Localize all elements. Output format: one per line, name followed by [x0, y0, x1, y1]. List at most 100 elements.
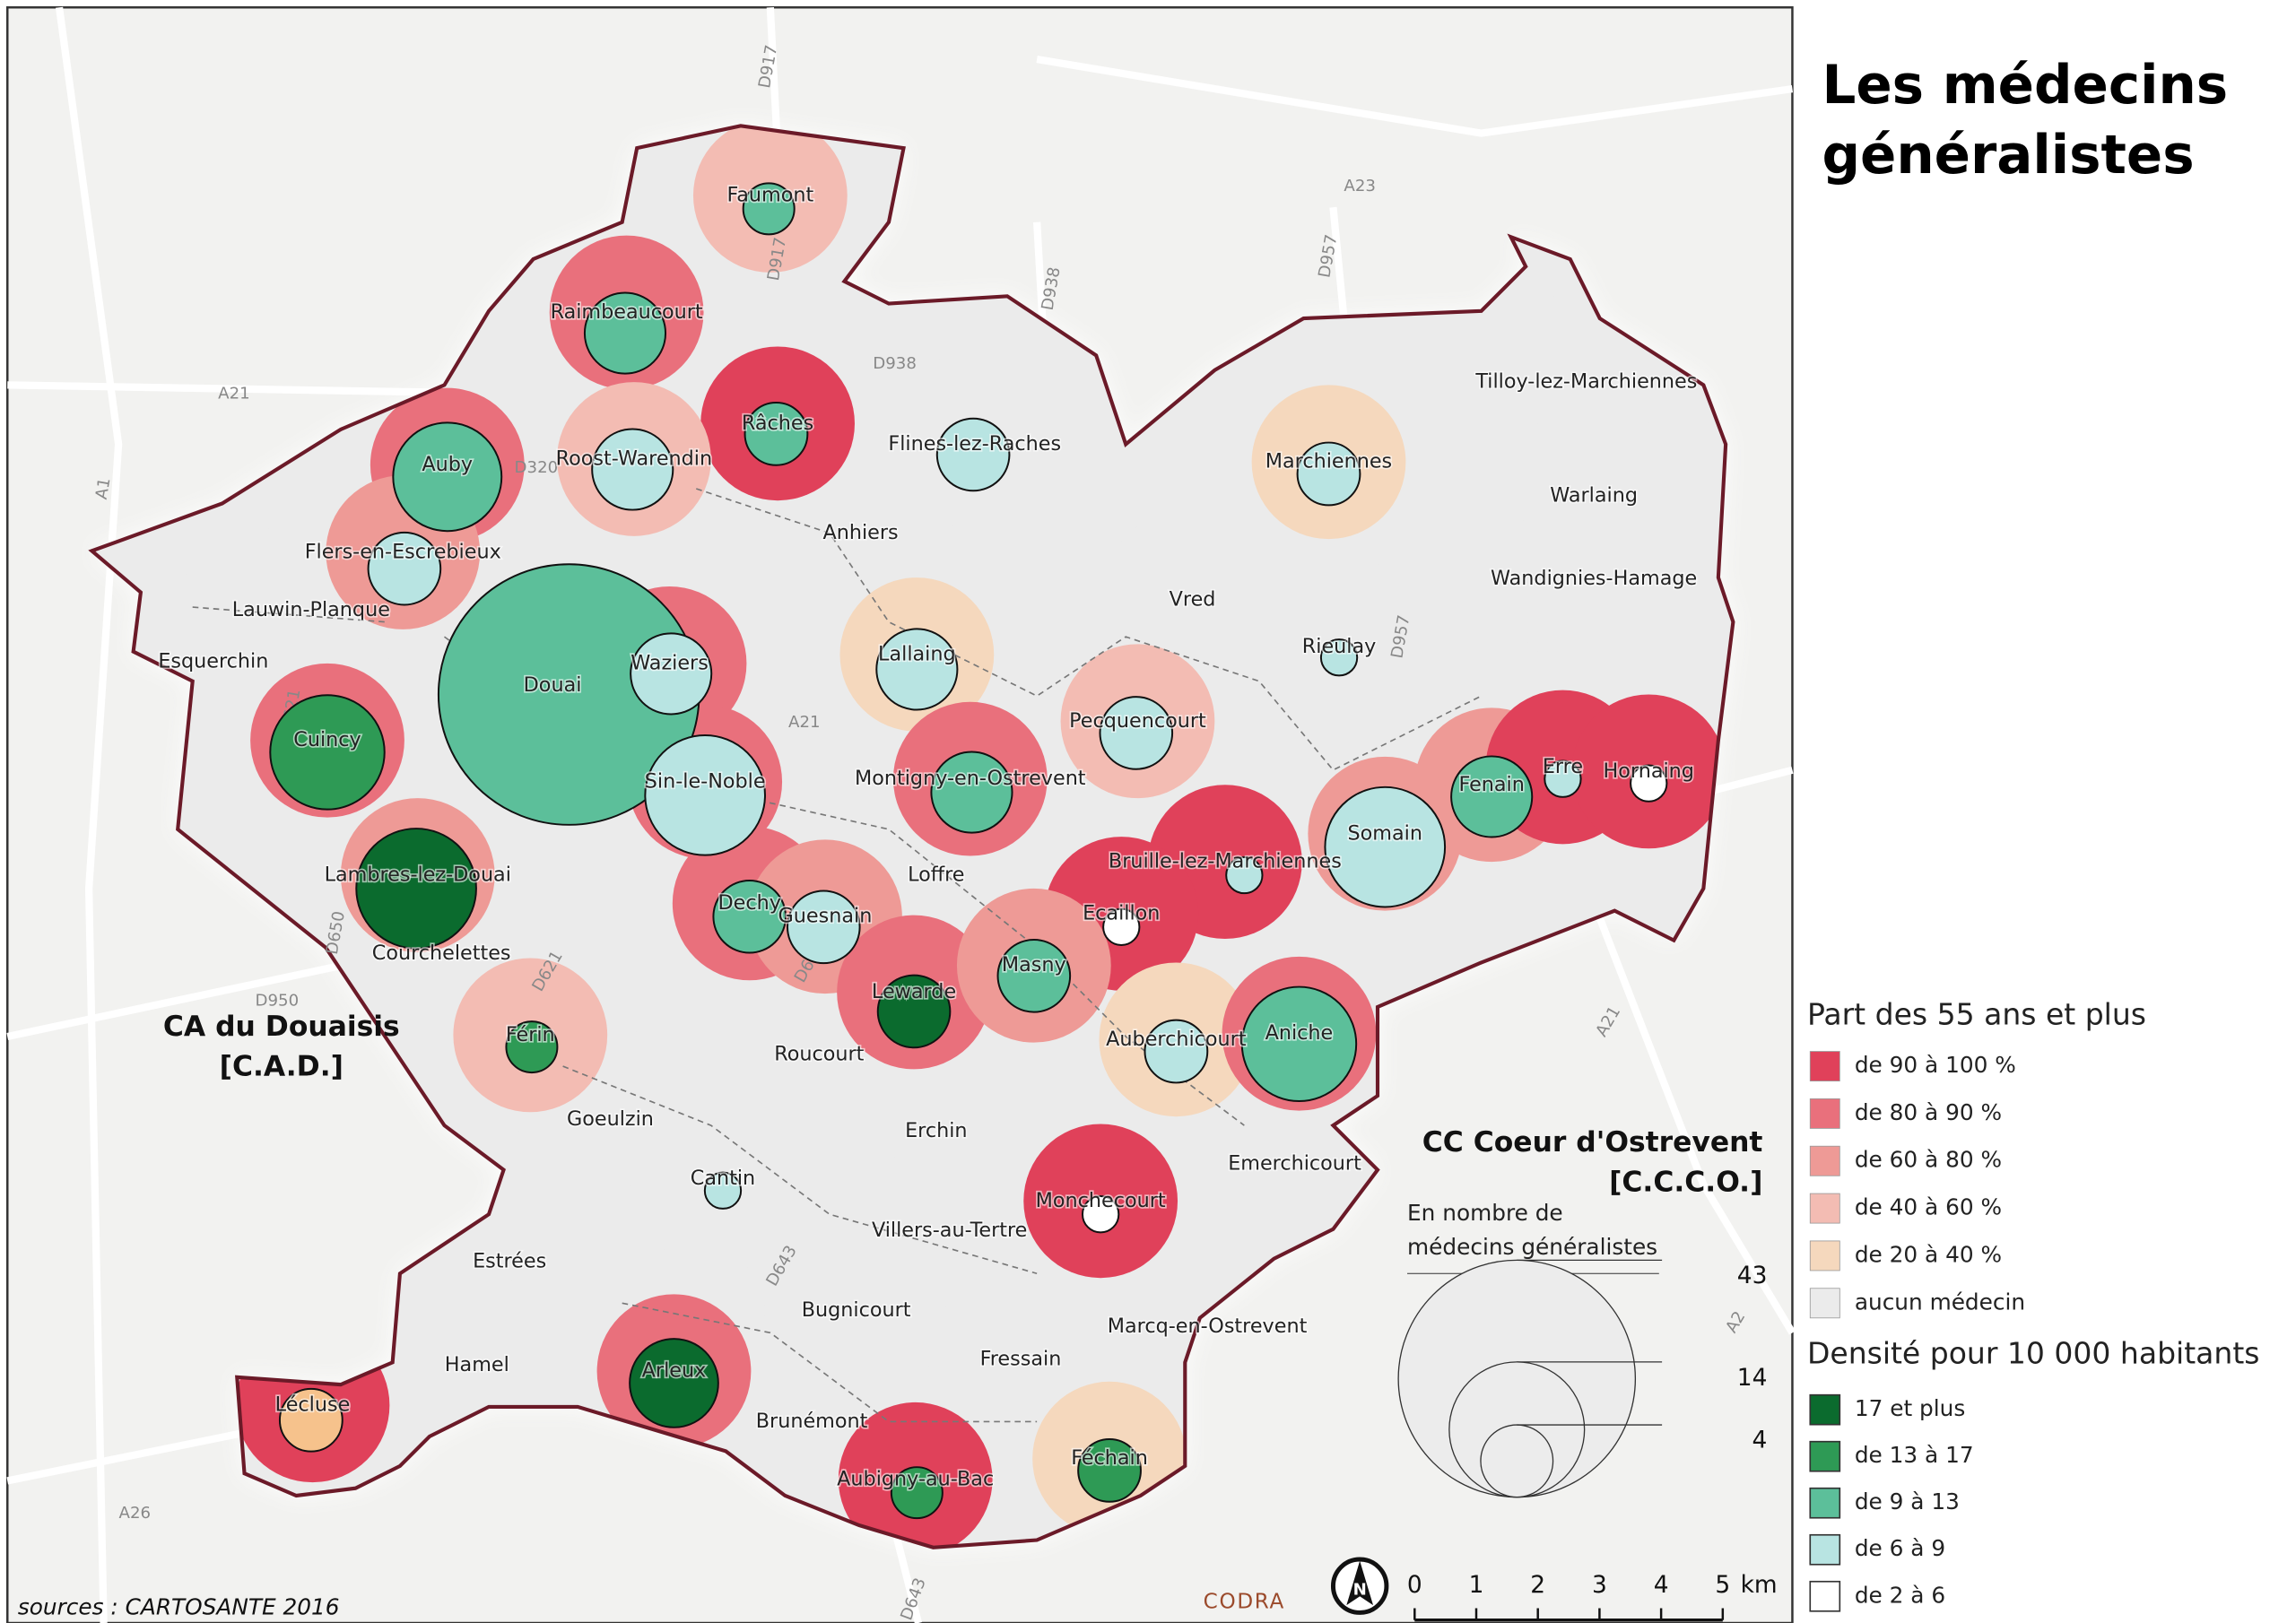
commune-label: Somain: [1348, 821, 1422, 845]
commune-area: [1203, 1072, 1387, 1256]
commune-label: Waziers: [631, 651, 709, 674]
commune-label: Férin: [506, 1023, 555, 1046]
commune-label: Cuincy: [293, 728, 361, 751]
doctor-circle: [996, 939, 1072, 1013]
legend-swatch: [1809, 1393, 1841, 1426]
commune-label: Emerchicourt: [1228, 1152, 1361, 1176]
doctor-circle: [876, 974, 952, 1049]
commune-label: Fenain: [1458, 773, 1524, 796]
legend-label: de 2 à 6: [1855, 1582, 1945, 1608]
scale-label: 2: [1530, 1571, 1545, 1599]
territory-labels: CA du Douaisis [C.A.D.] CC Coeur d'Ostreve…: [163, 1011, 1763, 1198]
commune-label: Ecaillon: [1083, 901, 1160, 924]
doctor-circle: [278, 1387, 344, 1453]
legend-label: aucun médecin: [1855, 1289, 2025, 1315]
legend-swatch: [1809, 1193, 1840, 1224]
territory-label: CC Coeur d'Ostrevent: [1422, 1126, 1763, 1159]
doctor-circle: [644, 734, 766, 856]
legend-label: 17 et plus: [1855, 1395, 1965, 1421]
commune-label: Pecquencourt: [1069, 709, 1206, 733]
legend-swatch: [1809, 1288, 1840, 1319]
doctor-circle: [1324, 785, 1447, 908]
doctor-circle: [890, 1466, 944, 1520]
doctor-circle: [591, 428, 674, 511]
commune-label: Féchain: [1071, 1446, 1148, 1470]
doctor-circle: [269, 694, 386, 811]
road-label: D950: [256, 991, 300, 1010]
commune-label: Montigny-en-Ostrevent: [855, 767, 1086, 790]
road-label: D320: [515, 458, 559, 477]
commune-label: Roost-Warendin: [556, 447, 712, 470]
scale-label: 3: [1592, 1571, 1607, 1599]
legend-swatch: [1809, 1098, 1840, 1129]
doctor-circle: [1077, 1438, 1142, 1503]
commune-label: Raimbeaucourt: [551, 300, 703, 324]
legend-label: de 13 à 17: [1855, 1442, 1974, 1468]
title: Les médecins: [1822, 55, 2228, 117]
commune-label: Arleux: [642, 1359, 707, 1383]
commune-label: Râches: [742, 412, 813, 435]
doctor-circle: [1319, 638, 1359, 677]
commune-label: Faumont: [726, 183, 813, 206]
commune-boundaries: [192, 488, 1482, 1423]
legend-swatch: [1809, 1145, 1840, 1176]
legend-swatch: [1809, 1533, 1841, 1566]
commune-label: Esquerchin: [158, 650, 268, 673]
commune-label: Hamel: [445, 1353, 509, 1376]
commune-label: Aniche: [1265, 1021, 1334, 1045]
doctor-circle: [1225, 855, 1264, 895]
commune-labels: Faumont Raimbeaucourt Râches Auby Roost-Ware…: [157, 182, 1699, 1492]
sources: sources : CARTOSANTE 2016: [18, 1593, 340, 1619]
commune-label: Dechy: [718, 891, 780, 915]
legend: Les médecins généralistes Part des 55 ans …: [18, 55, 2260, 1622]
territory-label: CA du Douaisis: [163, 1011, 400, 1043]
commune-label: Marcq-en-Ostrevent: [1108, 1315, 1308, 1338]
commune-label: Sin-le-Noble: [645, 769, 766, 793]
legend-swatch: [1809, 1487, 1841, 1519]
road-label: A26: [119, 1504, 152, 1523]
doctor-circle: [1450, 755, 1534, 838]
north-label: N: [1353, 1581, 1367, 1600]
doctor-circle: [1544, 759, 1582, 798]
scale-label: 1: [1469, 1571, 1484, 1599]
doctor-circle: [630, 632, 713, 716]
legend-swatch: [1809, 1580, 1841, 1612]
commune-label: Estrées: [473, 1250, 546, 1273]
commune-label: Roucourt: [774, 1042, 864, 1065]
commune-label: Goeulzin: [567, 1107, 654, 1131]
legend-label: de 40 à 60 %: [1855, 1194, 2002, 1220]
doctor-circle: [744, 401, 809, 466]
legend-label: de 20 à 40 %: [1855, 1241, 2002, 1267]
legend-title: Densité pour 10 000 habitants: [1807, 1336, 2260, 1371]
doctor-circle: [629, 1338, 719, 1428]
commune-label: Guesnain: [778, 905, 873, 928]
commune-label: Lallaing: [878, 642, 956, 665]
size-legend-title: médecins généralistes: [1407, 1234, 1657, 1260]
commune-label: Wandignies-Hamage: [1491, 567, 1697, 590]
commune-label: Courchelettes: [372, 942, 511, 965]
commune-label: Masny: [1002, 953, 1066, 976]
legend-swatch: [1809, 1440, 1841, 1472]
doctor-circle: [1630, 764, 1668, 803]
size-legend-circle: [1480, 1424, 1554, 1498]
commune-label: Bugnicourt: [802, 1298, 911, 1322]
doctor-circle: [1082, 1195, 1120, 1234]
territory-label: [C.C.C.O.]: [1609, 1167, 1762, 1199]
commune-label: Fressain: [980, 1348, 1062, 1371]
commune-label: Warlaing: [1550, 484, 1638, 508]
commune-label: Douai: [524, 673, 582, 697]
legend-label: de 80 à 90 %: [1855, 1099, 2002, 1125]
doctor-circle: [1099, 696, 1174, 770]
commune-label: Tilloy-lez-Marchiennes: [1474, 370, 1697, 394]
commune-label: Vred: [1170, 587, 1216, 611]
scale-label: 0: [1407, 1571, 1422, 1599]
size-legend-label: 4: [1752, 1426, 1768, 1454]
legend-label: de 9 à 13: [1855, 1488, 1960, 1515]
doctor-circle: [1144, 1019, 1209, 1084]
commune-label: Monchecourt: [1036, 1189, 1166, 1212]
commune-label: Flers-en-Escrebieux: [305, 540, 501, 563]
road-label: A21: [218, 384, 250, 403]
size-legend-title: En nombre de: [1407, 1200, 1563, 1226]
doctor-circle: [875, 628, 959, 711]
